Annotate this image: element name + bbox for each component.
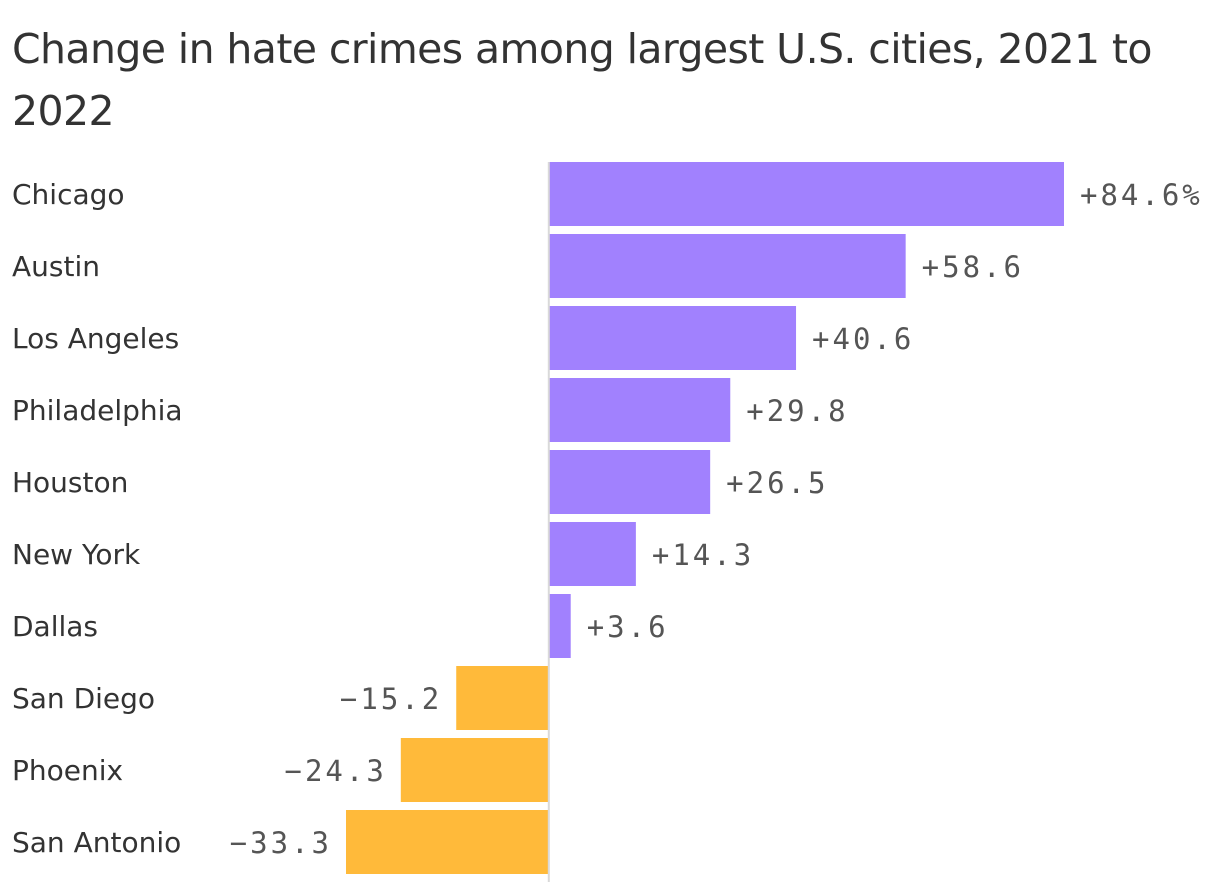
category-label-los-angeles: Los Angeles: [12, 322, 179, 355]
category-label-san-diego: San Diego: [12, 682, 155, 715]
category-label-phoenix: Phoenix: [12, 754, 123, 787]
value-label-chicago: +84.6%: [1080, 178, 1203, 212]
bar-san-antonio: [346, 810, 549, 874]
bar-houston: [548, 450, 711, 514]
category-label-chicago: Chicago: [12, 178, 125, 211]
bar-philadelphia: [548, 378, 731, 442]
value-label-san-diego: −15.2: [340, 682, 442, 716]
value-label-dallas: +3.6: [587, 610, 669, 644]
bar-san-diego: [456, 666, 549, 730]
labels-layer: Chicago +84.6% Austin +58.6 Los Angeles +40.6…: [12, 178, 1203, 860]
category-label-san-antonio: San Antonio: [12, 826, 181, 859]
value-label-new-york: +14.3: [652, 538, 754, 572]
category-label-austin: Austin: [12, 250, 100, 283]
bars-layer: [346, 162, 1064, 874]
category-label-houston: Houston: [12, 466, 128, 499]
bar-los-angeles: [548, 306, 797, 370]
bar-austin: [548, 234, 906, 298]
bar-new-york: [548, 522, 636, 586]
category-label-philadelphia: Philadelphia: [12, 394, 183, 427]
value-label-houston: +26.5: [726, 466, 828, 500]
category-label-dallas: Dallas: [12, 610, 98, 643]
bar-phoenix: [400, 738, 549, 802]
value-label-phoenix: −24.3: [284, 754, 386, 788]
bar-chicago: [548, 162, 1064, 226]
value-label-austin: +58.6: [922, 250, 1024, 284]
bar-dallas: [548, 594, 571, 658]
chart-title: Change in hate crimes among largest U.S.…: [12, 25, 1152, 135]
value-label-philadelphia: +29.8: [746, 394, 848, 428]
category-label-new-york: New York: [12, 538, 141, 571]
value-label-los-angeles: +40.6: [812, 322, 914, 356]
value-label-san-antonio: −33.3: [230, 826, 332, 860]
